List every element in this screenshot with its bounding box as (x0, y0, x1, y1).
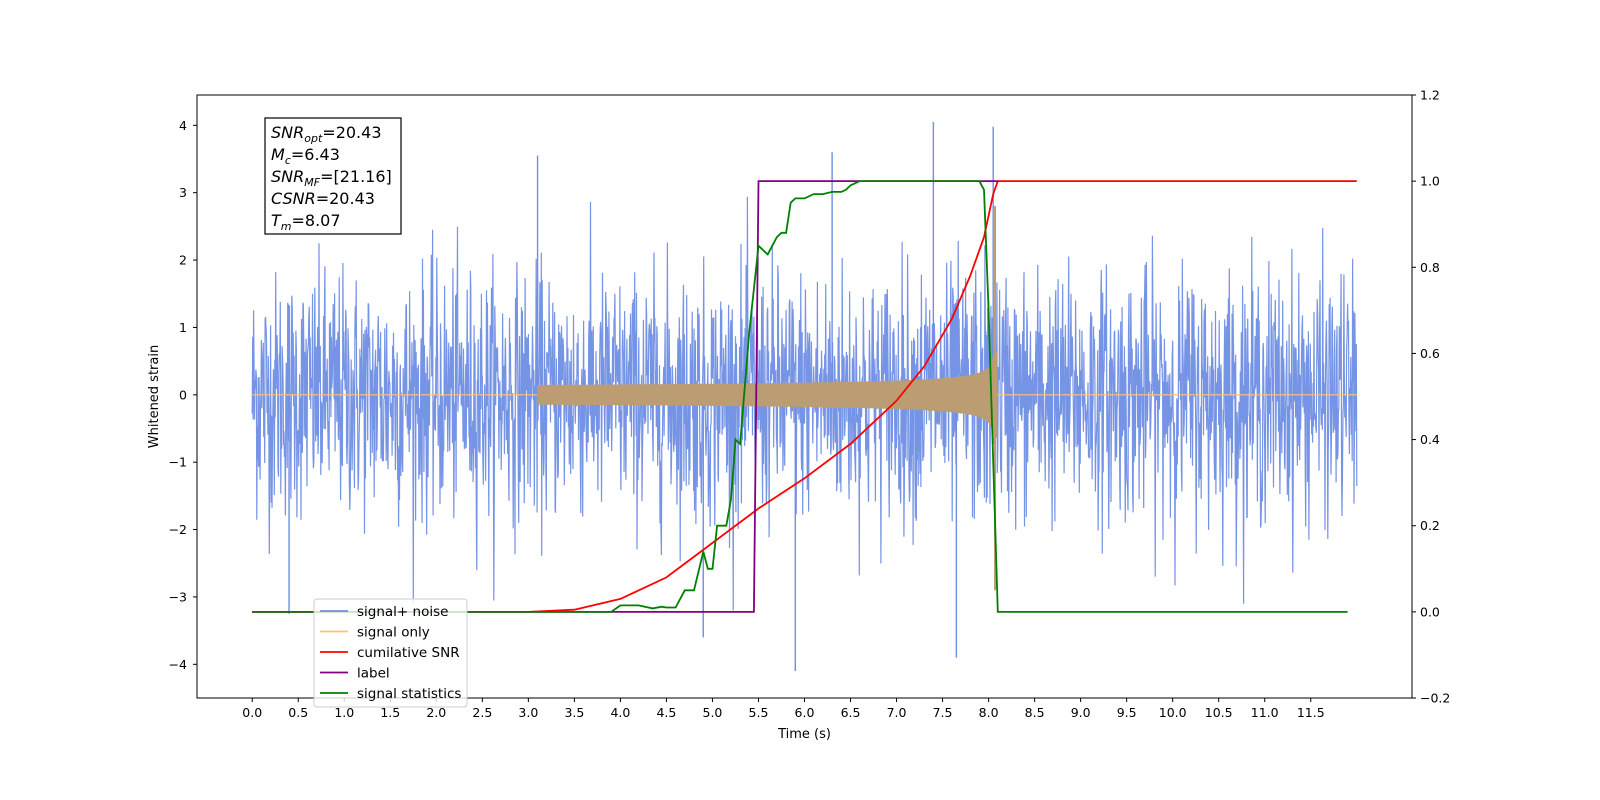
x-tick-label: 3.5 (564, 705, 584, 720)
y2-tick-label: 1.0 (1420, 174, 1440, 189)
x-tick-label: 0.5 (288, 705, 308, 720)
series-cumilative-snr (252, 180, 1357, 613)
y-tick-label: 2 (179, 253, 187, 268)
annotation-line: SNRopt=20.43 (271, 123, 382, 145)
y-tick-label: −3 (169, 589, 187, 604)
legend-label: signal only (357, 625, 430, 641)
y-tick-label: 4 (179, 118, 187, 133)
x-tick-label: 6.0 (795, 705, 815, 720)
legend-label: cumilative SNR (357, 645, 460, 661)
x-axis-label: Time (s) (777, 727, 831, 742)
x-tick-label: 6.5 (841, 705, 861, 720)
x-tick-label: 8.0 (979, 705, 999, 720)
annotation-line: CSNR=20.43 (271, 189, 375, 208)
x-tick-label: 1.0 (334, 705, 354, 720)
legend: signal+ noise signal only cumilative SNR la… (313, 598, 468, 708)
legend-frame (313, 598, 468, 708)
x-tick-label: 2.0 (426, 705, 446, 720)
x-tick-label: 10.0 (1159, 705, 1187, 720)
x-tick-label: 7.0 (887, 705, 907, 720)
y2-tick-label: 0.2 (1420, 518, 1440, 533)
y-tick-label: −1 (169, 455, 187, 470)
y2-tick-label: 1.2 (1420, 88, 1440, 103)
y-tick-label: 1 (179, 320, 187, 335)
x-tick-label: 9.5 (1117, 705, 1137, 720)
y-tick-label: 3 (179, 185, 187, 200)
x-tick-label: 0.0 (242, 705, 262, 720)
x-tick-label: 4.0 (610, 705, 630, 720)
y-tick-label: 0 (179, 387, 187, 402)
right-axis-series (252, 180, 1357, 613)
y2-tick-label: 0.0 (1420, 604, 1440, 619)
y-axis-label: Whitened strain (147, 345, 162, 448)
noise-trace (251, 196, 1358, 611)
chirp-envelope (537, 352, 998, 438)
legend-label: label (357, 666, 390, 682)
annotation-line: Tm=8.07 (271, 211, 341, 233)
x-tick-label: 8.5 (1025, 705, 1045, 720)
legend-label: signal+ noise (357, 604, 448, 620)
x-tick-label: 9.0 (1071, 705, 1091, 720)
x-tick-label: 2.5 (472, 705, 492, 720)
y2-tick-label: 0.8 (1420, 260, 1440, 275)
y2-tick-label: −0.2 (1420, 691, 1450, 706)
x-tick-label: 4.5 (656, 705, 676, 720)
x-tick-label: 1.5 (380, 705, 400, 720)
annotation-frame (264, 117, 402, 235)
x-tick-label: 10.5 (1205, 705, 1233, 720)
x-tick-label: 5.5 (749, 705, 769, 720)
annotation-line: Mc=6.43 (271, 145, 340, 167)
y-axis-right: 1.2 1.0 0.8 0.6 0.4 0.2 0.0 −0.2 (1412, 88, 1450, 706)
series-signal-plus-noise (251, 121, 1358, 672)
y-tick-label: −4 (169, 657, 187, 672)
x-tick-label: 7.5 (933, 705, 953, 720)
y-axis-left: 4 3 2 1 0 −1 −2 −3 −4 (169, 118, 197, 672)
legend-label: signal statistics (357, 686, 461, 702)
x-tick-label: 11.5 (1297, 705, 1325, 720)
x-tick-label: 3.0 (518, 705, 538, 720)
x-tick-label: 5.0 (703, 705, 723, 720)
y2-tick-label: 0.6 (1420, 346, 1440, 361)
stats-annotation-box: SNRopt=20.43Mc=6.43SNRMF=[21.16]CSNR=20.… (264, 117, 402, 235)
y-tick-label: −2 (169, 522, 187, 537)
y2-tick-label: 0.4 (1420, 432, 1440, 447)
annotation-line: SNRMF=[21.16] (271, 167, 392, 189)
x-tick-label: 11.0 (1251, 705, 1279, 720)
series-signal-statistics (252, 180, 1348, 613)
